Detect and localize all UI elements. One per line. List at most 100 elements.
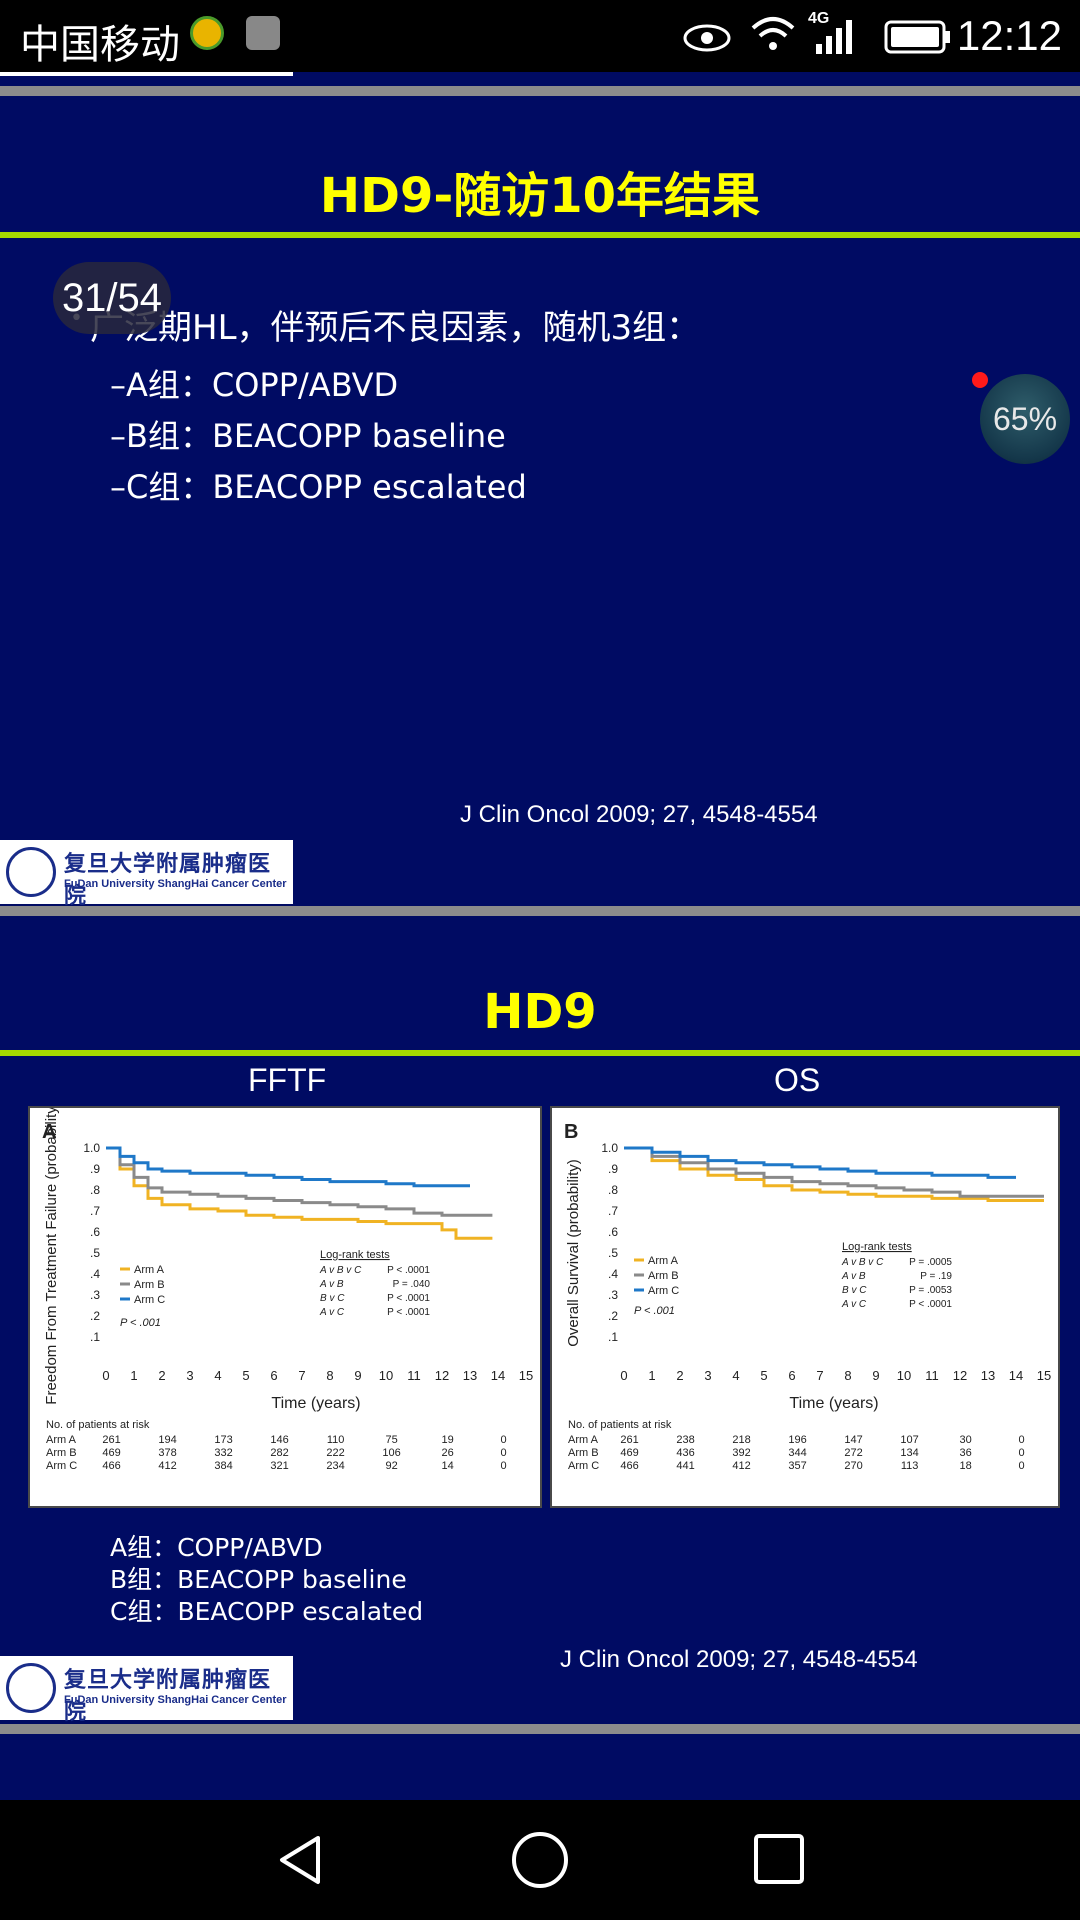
legend-label: Arm B	[648, 1270, 679, 1282]
x-tick-label: 6	[270, 1368, 277, 1383]
arm-c-line: C组：BEACOPP escalated	[110, 1597, 424, 1626]
back-icon[interactable]	[270, 1830, 330, 1890]
battery-icon	[884, 20, 950, 54]
risk-count: 466	[620, 1460, 638, 1472]
home-icon[interactable]	[510, 1830, 570, 1890]
logrank-comparison: B v C	[842, 1285, 867, 1296]
km-curve-arm-b	[106, 1146, 493, 1217]
y-axis-label: Overall Survival (probability)	[565, 1159, 582, 1347]
legend-label: Arm B	[134, 1279, 165, 1291]
risk-count: 384	[214, 1460, 232, 1472]
km-curve-arm-a	[624, 1146, 1044, 1202]
risk-count: 30	[959, 1434, 971, 1446]
slide-separator	[0, 1724, 1080, 1734]
risk-count: 146	[270, 1434, 288, 1446]
km-curve-arm-c	[624, 1146, 1016, 1179]
y-tick-label: .2	[90, 1309, 100, 1323]
risk-count: 344	[788, 1447, 806, 1459]
logrank-pvalue: P < .0001	[387, 1265, 430, 1276]
y-tick-label: .9	[90, 1162, 100, 1176]
risk-count: 0	[501, 1447, 507, 1459]
logrank-pvalue: P = .040	[393, 1279, 431, 1290]
citation: J Clin Oncol 2009; 27, 4548-4554	[460, 801, 818, 828]
x-tick-label: 4	[732, 1368, 739, 1383]
x-tick-label: 13	[981, 1368, 995, 1383]
y-tick-label: 1.0	[601, 1141, 618, 1155]
km-curve-arm-b	[624, 1146, 1044, 1198]
y-tick-label: .4	[90, 1267, 100, 1281]
risk-count: 469	[620, 1447, 638, 1459]
arms-legend: A组：COPP/ABVD B组：BEACOPP baseline C组：BEAC…	[110, 1532, 423, 1628]
x-tick-label: 10	[379, 1368, 393, 1383]
risk-count: 134	[900, 1447, 918, 1459]
logrank-comparison: A v B v C	[841, 1257, 884, 1268]
title-rule	[0, 232, 1080, 238]
y-tick-label: .3	[90, 1288, 100, 1302]
slide-viewer[interactable]: HD9-随访10年结果 • 广泛期HL，伴预后不良因素，随机3组： –A组：CO…	[0, 72, 1080, 1800]
risk-count: 92	[385, 1460, 397, 1472]
risk-count: 0	[501, 1434, 507, 1446]
y-tick-label: 1.0	[83, 1141, 100, 1155]
x-tick-label: 1	[130, 1368, 137, 1383]
y-tick-label: .1	[608, 1330, 618, 1344]
y-tick-label: .4	[608, 1267, 618, 1281]
x-tick-label: 8	[326, 1368, 333, 1383]
arm-a-line: –A组：COPP/ABVD	[110, 366, 399, 404]
arm-b-line: –B组：BEACOPP baseline	[110, 417, 506, 455]
risk-count: 261	[620, 1434, 638, 1446]
y-tick-label: .6	[90, 1225, 100, 1239]
zoom-indicator[interactable]: 65%	[980, 374, 1070, 464]
slide-31: HD9-随访10年结果 • 广泛期HL，伴预后不良因素，随机3组： –A组：CO…	[0, 96, 1080, 909]
risk-arm-label: Arm C	[568, 1460, 599, 1472]
os-figure: B Overall Survival (probability) .1 .2 .3 .4.…	[550, 1106, 1060, 1508]
risk-count: 234	[326, 1460, 344, 1472]
x-tick-label: 6	[788, 1368, 795, 1383]
x-tick-label: 5	[760, 1368, 767, 1383]
risk-count: 238	[676, 1434, 694, 1446]
image-notification-icon	[246, 16, 280, 50]
logrank-title: Log-rank tests	[842, 1241, 912, 1253]
risk-count: 110	[327, 1434, 345, 1446]
y-tick-label: .5	[608, 1246, 618, 1260]
recents-icon[interactable]	[752, 1832, 808, 1888]
y-tick-label: .6	[608, 1225, 618, 1239]
x-tick-label: 15	[519, 1368, 533, 1383]
risk-arm-label: Arm A	[568, 1434, 599, 1446]
y-tick-label: .2	[608, 1309, 618, 1323]
risk-count: 107	[900, 1434, 918, 1446]
hospital-logo: 复旦大学附属肿瘤医院 FuDan University ShangHai Can…	[0, 840, 293, 909]
logrank-comparison: B v C	[320, 1293, 345, 1304]
y-tick-label: .7	[608, 1204, 618, 1218]
clock: 12:12	[956, 12, 1062, 59]
x-tick-label: 14	[491, 1368, 505, 1383]
p-value-overall: P < .001	[634, 1305, 675, 1317]
panel-letter: B	[564, 1121, 578, 1143]
y-tick-label: .1	[90, 1330, 100, 1344]
risk-arm-label: Arm C	[46, 1460, 77, 1472]
fftf-label: FFTF	[248, 1062, 327, 1098]
risk-count: 378	[158, 1447, 176, 1459]
signal-icon	[816, 20, 852, 54]
risk-count: 332	[214, 1447, 232, 1459]
risk-count: 469	[102, 1447, 120, 1459]
risk-count: 0	[501, 1460, 507, 1472]
eye-comfort-icon	[683, 24, 731, 52]
x-tick-label: 12	[953, 1368, 967, 1383]
slide-title: HD9-随访10年结果	[319, 168, 761, 224]
risk-count: 0	[1019, 1434, 1025, 1446]
x-tick-label: 9	[872, 1368, 879, 1383]
x-tick-label: 4	[214, 1368, 221, 1383]
logo-en-text: FuDan University ShangHai Cancer Center	[64, 1694, 287, 1706]
x-tick-label: 11	[407, 1368, 421, 1383]
y-tick-label: .8	[608, 1183, 618, 1197]
logrank-pvalue: P < .0001	[387, 1307, 430, 1318]
logrank-comparison: A v C	[841, 1299, 867, 1310]
y-axis-label: Freedom From Treatment Failure (probabil…	[43, 1108, 60, 1405]
x-tick-label: 3	[704, 1368, 711, 1383]
logrank-comparison: A v B	[319, 1279, 344, 1290]
logrank-comparison: A v C	[319, 1307, 345, 1318]
risk-arm-label: Arm B	[46, 1447, 77, 1459]
logrank-pvalue: P = .0005	[909, 1257, 952, 1268]
prev-slide-logo	[0, 72, 293, 76]
